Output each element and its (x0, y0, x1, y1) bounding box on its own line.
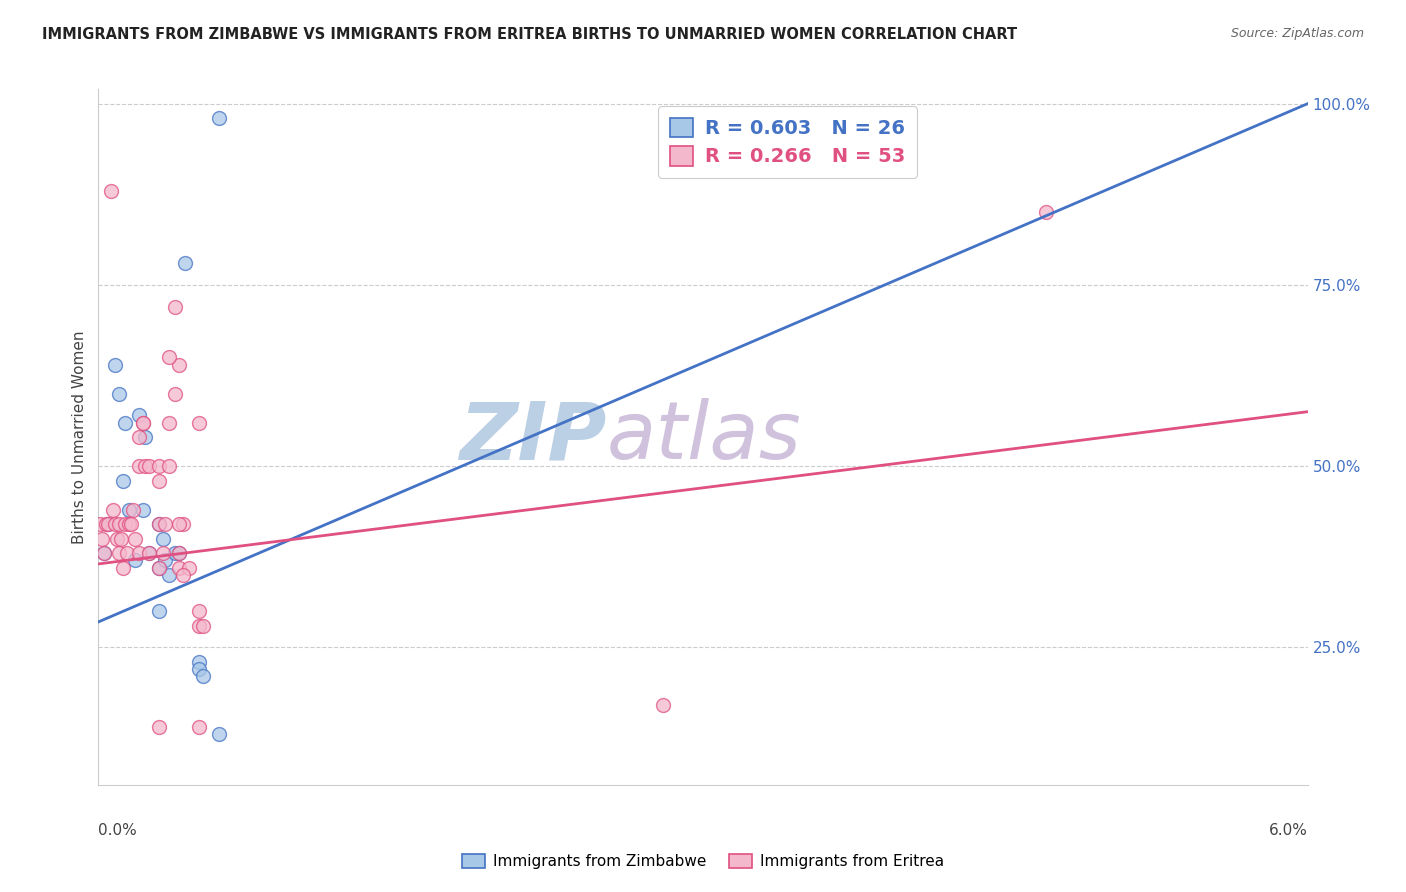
Point (103, 358, 125, 372)
Point (132, 416, 155, 430)
Point (103, 516, 125, 531)
Point (93, 546, 115, 560)
Point (193, 669, 215, 683)
Point (188, 720, 211, 734)
Text: IMMIGRANTS FROM ZIMBABWE VS IMMIGRANTS FROM ERITREA BIRTHS TO UNMARRIED WOMEN CO: IMMIGRANTS FROM ZIMBABWE VS IMMIGRANTS F… (42, 27, 1018, 42)
Point (163, 546, 186, 560)
Point (167, 560, 190, 574)
Point (1035, 205, 1057, 219)
Text: Source: ZipAtlas.com: Source: ZipAtlas.com (1230, 27, 1364, 40)
Point (148, 516, 170, 531)
Point (179, 560, 201, 574)
Point (118, 502, 141, 516)
Point (188, 604, 211, 618)
Point (93, 546, 115, 560)
Point (107, 546, 129, 560)
Point (148, 720, 170, 734)
Legend: R = 0.603   N = 26, R = 0.266   N = 53: R = 0.603 N = 26, R = 0.266 N = 53 (658, 106, 917, 178)
Point (105, 532, 128, 546)
Point (188, 662, 211, 676)
Point (188, 416, 211, 430)
Text: atlas: atlas (606, 398, 801, 476)
Text: ZIP: ZIP (458, 398, 606, 476)
Point (208, 727, 231, 741)
Point (128, 458, 150, 473)
Point (114, 416, 136, 430)
Point (174, 256, 197, 270)
Point (114, 516, 136, 531)
Point (111, 474, 134, 488)
Point (132, 416, 155, 430)
Point (157, 351, 180, 365)
Point (115, 546, 138, 560)
Point (107, 386, 129, 401)
Point (128, 430, 150, 444)
Point (138, 546, 160, 560)
Point (167, 546, 190, 560)
Point (148, 516, 170, 531)
Point (91, 532, 114, 546)
Point (167, 546, 190, 560)
Text: 0.0%: 0.0% (98, 823, 138, 838)
Point (148, 560, 170, 574)
Point (134, 430, 156, 444)
Point (148, 560, 170, 574)
Point (138, 458, 160, 473)
Point (97, 516, 120, 531)
Point (651, 698, 673, 713)
Point (120, 516, 142, 531)
Point (97, 516, 120, 531)
Point (96, 516, 118, 531)
Point (152, 532, 174, 546)
Point (152, 546, 174, 560)
Y-axis label: Births to Unmarried Women: Births to Unmarried Women (72, 330, 87, 544)
Point (208, 111, 231, 125)
Point (111, 560, 134, 574)
Point (100, 184, 122, 198)
Point (157, 416, 180, 430)
Point (193, 618, 215, 632)
Point (163, 300, 186, 314)
Point (157, 567, 180, 582)
Point (167, 516, 190, 531)
Point (128, 546, 150, 560)
Point (172, 567, 194, 582)
Point (163, 386, 186, 401)
Point (107, 516, 129, 531)
Point (124, 532, 146, 546)
Point (121, 502, 143, 516)
Point (89, 516, 111, 531)
Point (148, 474, 170, 488)
Point (118, 516, 141, 531)
Point (188, 618, 211, 632)
Point (148, 458, 170, 473)
Point (157, 458, 180, 473)
Text: 6.0%: 6.0% (1268, 823, 1308, 838)
Point (132, 502, 155, 516)
Point (188, 655, 211, 669)
Point (167, 358, 190, 372)
Point (110, 532, 132, 546)
Point (153, 553, 176, 567)
Point (124, 553, 146, 567)
Legend: Immigrants from Zimbabwe, Immigrants from Eritrea: Immigrants from Zimbabwe, Immigrants fro… (456, 848, 950, 875)
Point (128, 409, 150, 423)
Point (138, 546, 160, 560)
Point (148, 604, 170, 618)
Point (172, 516, 194, 531)
Point (134, 458, 156, 473)
Point (101, 502, 124, 516)
Point (153, 516, 176, 531)
